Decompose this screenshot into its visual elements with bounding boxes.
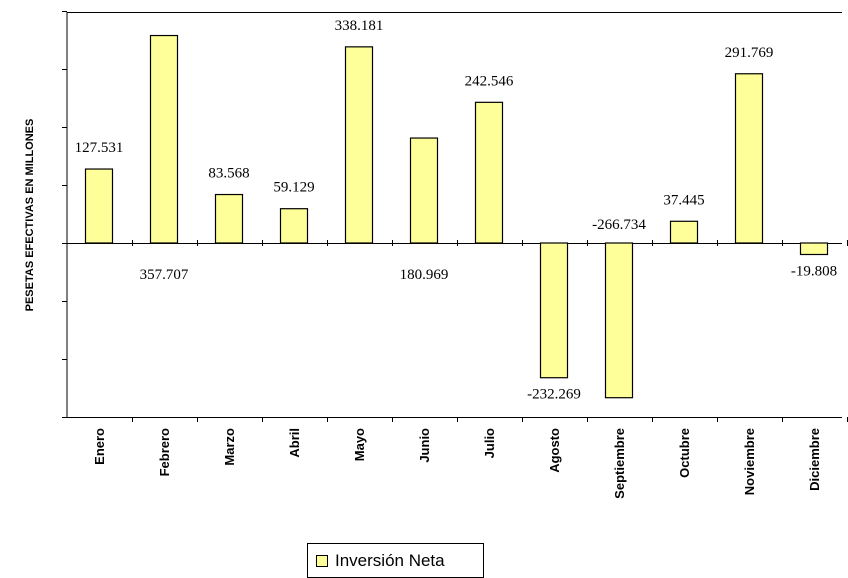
x-tick-label-octubre: Octubre [677, 428, 692, 478]
x-tick-label-agosto: Agosto [547, 428, 562, 473]
x-tick-label-junio: Junio [417, 428, 432, 463]
x-tick-label-marzo: Marzo [222, 428, 237, 466]
bar-septiembre [604, 242, 634, 399]
bar-noviembre [734, 73, 764, 244]
x-tick-label-septiembre: Septiembre [612, 428, 627, 499]
x-tick-label-diciembre: Diciembre [807, 428, 822, 491]
x-tick-label-febrero: Febrero [157, 428, 172, 476]
data-label-diciembre: -19.808 [791, 263, 837, 279]
data-label-marzo: 83.568 [208, 166, 249, 182]
x-tick-label-enero: Enero [92, 428, 107, 465]
data-label-septiembre: -266.734 [592, 217, 646, 233]
bar-marzo [214, 193, 244, 244]
data-label-febrero: 357.707 [140, 267, 189, 283]
legend-label-inversion-neta: Inversión Neta [335, 550, 445, 570]
data-label-enero: 127.531 [75, 140, 124, 156]
legend: Inversión Neta [307, 543, 484, 578]
bar-enero [84, 168, 114, 244]
x-tick-label-julio: Julio [482, 428, 497, 458]
x-tick-label-mayo: Mayo [352, 428, 367, 461]
data-label-octubre: 37.445 [663, 192, 704, 208]
bar-diciembre [799, 242, 829, 256]
bar-octubre [669, 220, 699, 244]
data-label-mayo: 338.181 [335, 18, 384, 34]
x-tick-label-noviembre: Noviembre [742, 428, 757, 495]
data-label-noviembre: 291.769 [725, 45, 774, 61]
bar-abril [279, 208, 309, 244]
data-label-abril: 59.129 [273, 180, 314, 196]
data-label-julio: 242.546 [465, 73, 514, 89]
data-label-junio: 180.969 [400, 267, 449, 283]
y-axis-label: PESETAS EFECTIVAS EN MILLONES [24, 118, 36, 312]
legend-swatch [316, 554, 328, 567]
bar-junio [409, 137, 439, 244]
bar-mayo [344, 46, 374, 244]
bar-febrero [149, 34, 179, 244]
bar-agosto [539, 242, 569, 379]
data-label-agosto: -232.269 [527, 387, 581, 403]
bar-julio [474, 101, 504, 244]
x-tick-label-abril: Abril [287, 428, 302, 458]
